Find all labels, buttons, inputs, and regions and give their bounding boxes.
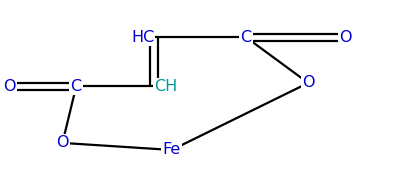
Text: CH: CH	[154, 79, 178, 94]
Text: O: O	[302, 75, 314, 90]
Text: C: C	[240, 30, 252, 45]
Text: Fe: Fe	[162, 143, 181, 158]
Text: O: O	[56, 135, 69, 150]
Text: O: O	[339, 30, 352, 45]
Text: HC: HC	[131, 30, 154, 45]
Text: C: C	[70, 79, 82, 94]
Text: O: O	[3, 79, 16, 94]
